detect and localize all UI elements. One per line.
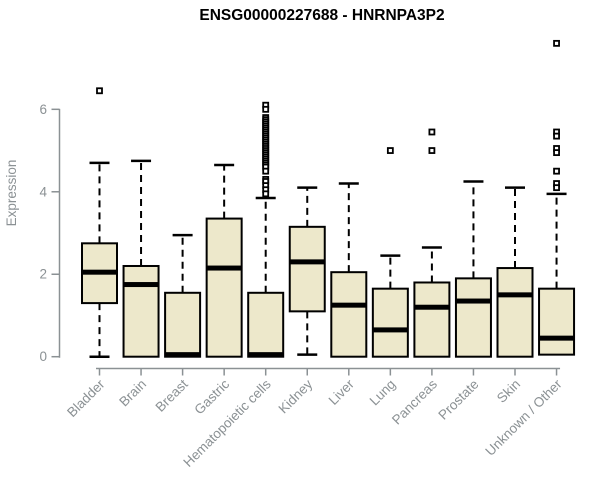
outlier-unknown-other-4 [553, 149, 560, 157]
box-lung [371, 287, 409, 358]
outlier-pancreas-0 [428, 128, 436, 136]
box-breast [164, 291, 202, 358]
x-tick-label-liver: Liver [326, 376, 358, 408]
median-brain [123, 282, 159, 288]
median-kidney [289, 259, 325, 265]
y-axis: 0 2 4 6 [39, 102, 61, 364]
outlier-unknown-other-5 [553, 167, 560, 175]
y-tick-label-2: 2 [39, 267, 47, 282]
median-skin [497, 292, 533, 298]
outlier-lung-0 [386, 147, 394, 154]
median-breast [165, 352, 201, 358]
x-tick-label-brain: Brain [116, 377, 149, 410]
chart-title: ENSG00000227688 - HNRNPA3P2 [199, 7, 444, 24]
box-gastric [205, 217, 243, 358]
box-pancreas [413, 281, 451, 358]
box-unknown-other [538, 287, 576, 356]
box-hematopoietic-cells [247, 291, 285, 358]
median-pancreas [414, 304, 450, 310]
box-brain [122, 264, 160, 358]
x-tick-label-lung: Lung [367, 377, 399, 409]
outlier-bladder-0 [96, 87, 103, 95]
median-lung [372, 327, 408, 333]
x-tick-label-bladder: Bladder [64, 376, 108, 420]
median-unknown-other [539, 335, 575, 341]
box-kidney [288, 225, 326, 313]
y-tick-label-0: 0 [39, 349, 47, 364]
x-tick-label-kidney: Kidney [276, 376, 316, 416]
median-gastric [206, 265, 242, 271]
outlier-unknown-other-2 [553, 132, 560, 140]
x-tick-label-prostate: Prostate [435, 377, 481, 423]
box-liver [330, 271, 368, 358]
y-tick-label-4: 4 [39, 184, 47, 199]
whiskers-layer [89, 159, 567, 358]
x-tick-label-gastric: Gastric [191, 376, 232, 417]
box-skin [496, 267, 534, 358]
median-prostate [455, 298, 491, 304]
x-tick-label-pancreas: Pancreas [389, 376, 440, 427]
y-tick-label-6: 6 [39, 102, 47, 117]
outliers-layer [96, 39, 560, 198]
median-hematopoietic-cells [248, 352, 284, 358]
box-prostate [454, 277, 492, 358]
boxes-layer [81, 217, 576, 358]
x-tick-label-unknown-other: Unknown / Other [482, 376, 565, 459]
y-axis-label: Expression [4, 160, 19, 227]
outlier-hematopoietic-cells-32 [262, 190, 270, 198]
median-liver [331, 302, 367, 308]
outlier-hematopoietic-cells-27 [262, 167, 270, 175]
outlier-pancreas-1 [428, 147, 436, 154]
outlier-unknown-other-0 [553, 39, 560, 47]
outlier-unknown-other-7 [553, 184, 560, 192]
median-bladder [82, 269, 117, 275]
x-axis [96, 367, 561, 376]
x-tick-label-breast: Breast [153, 376, 191, 414]
x-tick-label-skin: Skin [494, 377, 523, 406]
outlier-hematopoietic-cells-1 [262, 105, 270, 113]
